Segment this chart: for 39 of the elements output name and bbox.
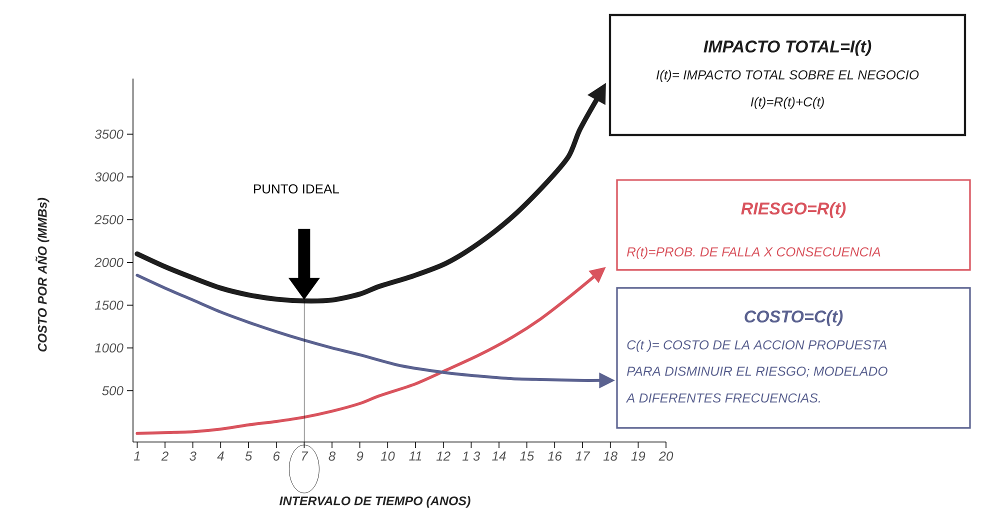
y-tick-label: 1500 bbox=[94, 300, 124, 310]
text: I(t)=R(t)+C(t) bbox=[750, 96, 824, 110]
x-tick-label: 4 bbox=[217, 452, 224, 460]
x-tick-label: 6 bbox=[273, 452, 280, 461]
annotation: R(t)=PROB. DE FALLA X CONSECUENCIA bbox=[626, 246, 880, 260]
y-axis-title: COSTO POR AÑO (MMBs) bbox=[36, 198, 50, 352]
x-tick-label: 5 bbox=[245, 452, 252, 461]
y-tick-label: 3000 bbox=[94, 172, 124, 182]
x-tick-label: 10 bbox=[380, 452, 395, 461]
x-tick-label: 1 bbox=[134, 452, 140, 460]
y-tick-label: 2500 bbox=[94, 215, 124, 224]
annotation: A DIFERENTES FRECUENCIAS. bbox=[626, 393, 820, 403]
x-tick-label: 15 bbox=[520, 452, 534, 461]
x-tick-label: 14 bbox=[492, 452, 506, 460]
x-tick-label: 3 bbox=[190, 452, 196, 461]
text: COSTO=C(t) bbox=[744, 310, 843, 326]
x-tick-label: 1 3 bbox=[462, 452, 480, 461]
x-tick-label: 8 bbox=[328, 452, 336, 461]
text: IMPACTO TOTAL=I(t) bbox=[704, 40, 872, 56]
x-tick-label: 2 bbox=[161, 452, 168, 461]
x-tick-label: 11 bbox=[409, 452, 422, 460]
x-tick-label: 19 bbox=[631, 452, 646, 461]
y-tick-label: 1000 bbox=[94, 343, 124, 353]
x-tick-label: 20 bbox=[658, 452, 674, 461]
y-tick-label: 3500 bbox=[94, 130, 124, 139]
y-tick-label: 500 bbox=[102, 386, 124, 396]
x-axis-title: INTERVALO DE TIEMPO (ANOS) bbox=[279, 496, 470, 508]
annotation: PARA DISMINUIR EL RIESGO; MODELADO bbox=[626, 366, 888, 378]
annotation: I(t)= IMPACTO TOTAL SOBRE EL NEGOCIO bbox=[656, 70, 919, 82]
x-tick-label: 17 bbox=[576, 452, 590, 460]
text: RIESGO=R(t) bbox=[741, 202, 846, 218]
annotation: C(t )= COSTO DE LA ACCION PROPUESTA bbox=[627, 340, 886, 352]
x-tick-label: 9 bbox=[356, 452, 364, 461]
x-tick-label: 7 bbox=[302, 452, 308, 460]
x-tick-label: 16 bbox=[548, 452, 562, 461]
y-tick-label: 2000 bbox=[94, 258, 124, 268]
annotation: PUNTO IDEAL bbox=[254, 184, 339, 194]
x-tick-label: 18 bbox=[603, 452, 618, 461]
x-tick-label: 12 bbox=[436, 452, 450, 461]
